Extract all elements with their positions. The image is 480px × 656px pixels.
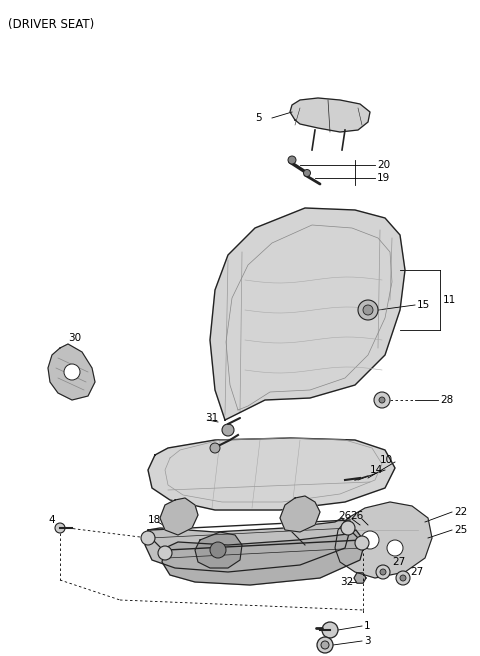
Circle shape — [379, 397, 385, 403]
Circle shape — [321, 641, 329, 649]
Text: 18: 18 — [148, 515, 161, 525]
Circle shape — [376, 565, 390, 579]
Polygon shape — [162, 530, 365, 585]
Circle shape — [210, 443, 220, 453]
Polygon shape — [48, 344, 95, 400]
Text: 27: 27 — [410, 567, 423, 577]
Text: (DRIVER SEAT): (DRIVER SEAT) — [8, 18, 94, 31]
Text: 19: 19 — [377, 173, 390, 183]
Text: 31: 31 — [205, 413, 218, 423]
Text: 11: 11 — [443, 295, 456, 305]
Circle shape — [158, 546, 172, 560]
Text: 25: 25 — [454, 525, 467, 535]
Text: 14: 14 — [370, 465, 383, 475]
Text: 22: 22 — [454, 507, 467, 517]
Text: 28: 28 — [440, 395, 453, 405]
Circle shape — [358, 300, 378, 320]
Text: 26: 26 — [350, 511, 363, 521]
Text: 20: 20 — [377, 160, 390, 170]
Text: 5: 5 — [255, 113, 262, 123]
Circle shape — [303, 169, 311, 176]
Circle shape — [55, 523, 65, 533]
Circle shape — [222, 424, 234, 436]
Polygon shape — [290, 98, 370, 132]
Polygon shape — [354, 573, 366, 583]
Circle shape — [361, 531, 379, 549]
Circle shape — [400, 575, 406, 581]
Text: 15: 15 — [417, 300, 430, 310]
Circle shape — [387, 540, 403, 556]
Circle shape — [355, 536, 369, 550]
Circle shape — [141, 531, 155, 545]
Polygon shape — [160, 498, 198, 535]
Text: 4: 4 — [48, 515, 55, 525]
Polygon shape — [145, 518, 350, 572]
Polygon shape — [148, 438, 395, 510]
Polygon shape — [280, 496, 320, 532]
Circle shape — [341, 521, 355, 535]
Circle shape — [380, 569, 386, 575]
Circle shape — [317, 637, 333, 653]
Circle shape — [288, 156, 296, 164]
Circle shape — [210, 542, 226, 558]
Text: 30: 30 — [68, 333, 81, 343]
Text: 32: 32 — [340, 577, 353, 587]
Circle shape — [374, 392, 390, 408]
Polygon shape — [210, 208, 405, 420]
Text: 3: 3 — [364, 636, 371, 646]
Circle shape — [64, 364, 80, 380]
Text: 1: 1 — [364, 621, 371, 631]
Text: 10: 10 — [380, 455, 393, 465]
Text: 26: 26 — [338, 511, 351, 521]
Text: 27: 27 — [392, 557, 405, 567]
Circle shape — [363, 305, 373, 315]
Circle shape — [322, 622, 338, 638]
Polygon shape — [195, 532, 242, 568]
Polygon shape — [335, 502, 432, 578]
Circle shape — [396, 571, 410, 585]
